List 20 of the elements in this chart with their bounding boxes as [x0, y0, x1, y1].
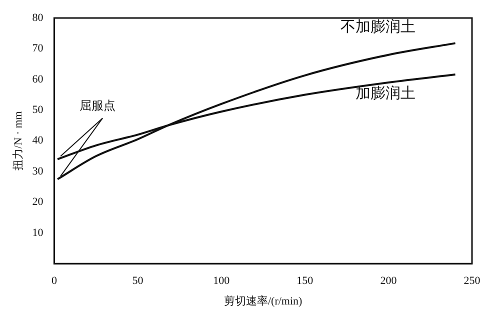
- x-tick-label: 200: [380, 275, 398, 288]
- x-tick-label: 100: [213, 275, 230, 288]
- x-tick-label: 50: [132, 275, 144, 288]
- x-tick-label: 0: [51, 275, 58, 288]
- x-tick-label: 250: [464, 275, 481, 288]
- series-label: 不加膨润土: [340, 18, 416, 36]
- y-tick-label: 70: [32, 42, 44, 55]
- annotation: 屈服点: [80, 98, 116, 112]
- y-tick-label: 10: [32, 226, 44, 239]
- y-axis-title: 扭力/N · mm: [11, 110, 24, 170]
- y-tick-label: 60: [32, 73, 44, 86]
- y-tick-label: 20: [32, 196, 44, 208]
- y-tick-label: 80: [32, 12, 44, 24]
- y-tick-label: 40: [32, 134, 44, 147]
- y-tick-label: 30: [32, 165, 44, 178]
- x-tick-label: 150: [296, 275, 314, 288]
- line-series: [56, 42, 456, 180]
- x-axis-title: 剪切速率/(r/min): [224, 294, 303, 308]
- series-label: 加膨润土: [355, 84, 416, 102]
- y-tick-label: 50: [32, 104, 44, 116]
